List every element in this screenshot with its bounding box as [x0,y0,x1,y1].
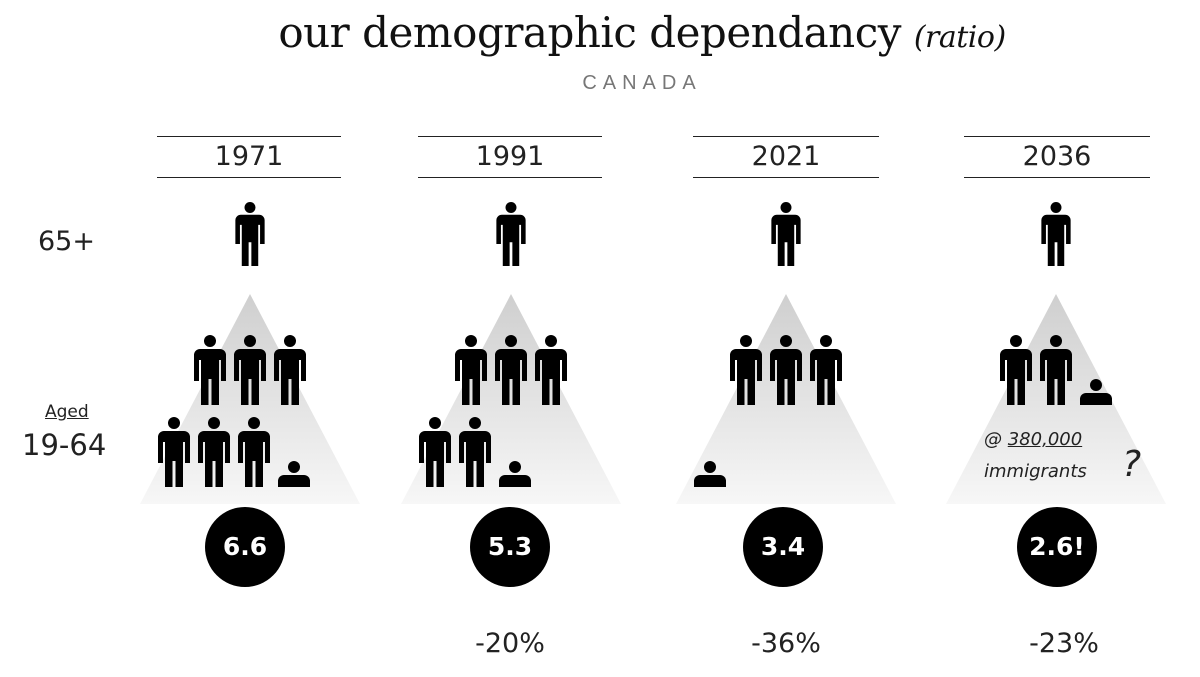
mountain-1991 [401,294,621,504]
year-label-1991: 1991 [418,136,602,178]
row-label-working-range: 19-64 [22,428,107,462]
senior-figure-2036 [1041,202,1071,266]
title-qualifier: (ratio) [913,20,1006,55]
question-mark: ? [1122,444,1142,485]
chart-title: our demographic dependancy (ratio) [0,8,1200,57]
row-label-seniors: 65+ [38,226,95,257]
immigration-annotation: @ 380,000 immigrants [984,424,1114,488]
ratio-circle-1971: 6.6 [205,507,285,587]
ratio-circle-2036: 2.6! [1017,507,1097,587]
mountain-2021 [676,294,896,504]
mountain-backgrounds [140,294,1166,504]
ratio-circle-1991: 5.3 [470,507,550,587]
year-label-1971: 1971 [157,136,341,178]
senior-figure-1971 [235,202,265,266]
annotation-count: 380,000 [1007,429,1083,450]
year-label-2036: 2036 [964,136,1150,178]
annotation-text: immigrants [984,461,1087,482]
chart-subtitle: CANADA [582,72,702,94]
year-label-2021: 2021 [693,136,879,178]
senior-figure-1991 [496,202,526,266]
mountain-1971 [140,294,360,504]
ratio-circle-2021: 3.4 [743,507,823,587]
row-label-aged: Aged [45,402,89,422]
change-2021: -36% [751,628,821,659]
title-main: our demographic dependancy [278,8,901,57]
annotation-line-1: @ 380,000 [984,424,1114,456]
mountain-2036 [946,294,1166,504]
change-2036: -23% [1029,628,1099,659]
annotation-prefix: @ [984,429,1002,450]
senior-figure-2021 [771,202,801,266]
change-1991: -20% [475,628,545,659]
